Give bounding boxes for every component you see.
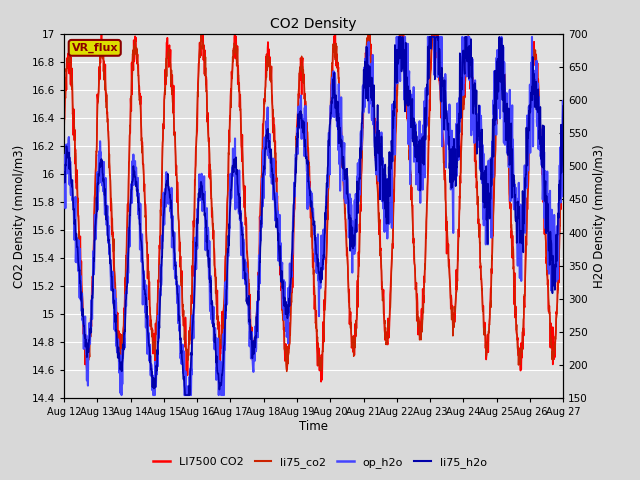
op_h2o	[227, 195, 235, 201]
LI7500 CO2	[559, 122, 567, 128]
LI7500 CO2	[60, 105, 68, 110]
op_h2o	[172, 276, 179, 281]
li75_h2o	[395, 34, 403, 40]
li75_h2o	[60, 176, 68, 182]
Text: VR_flux: VR_flux	[72, 43, 118, 53]
li75_co2	[197, 32, 205, 38]
op_h2o	[391, 84, 399, 90]
LI7500 CO2	[172, 144, 179, 150]
li75_co2	[392, 154, 399, 159]
li75_h2o	[500, 79, 508, 85]
li75_h2o	[159, 227, 166, 232]
Y-axis label: CO2 Density (mmol/m3): CO2 Density (mmol/m3)	[13, 144, 26, 288]
li75_co2	[227, 105, 235, 110]
Y-axis label: H2O Density (mmol/m3): H2O Density (mmol/m3)	[593, 144, 606, 288]
li75_co2	[559, 117, 567, 123]
li75_h2o	[457, 110, 465, 116]
LI7500 CO2	[317, 379, 325, 384]
Line: op_h2o: op_h2o	[64, 37, 563, 395]
op_h2o	[559, 109, 567, 115]
li75_co2	[171, 132, 179, 138]
LI7500 CO2	[227, 89, 235, 95]
li75_h2o	[181, 392, 189, 398]
li75_co2	[60, 136, 68, 142]
LI7500 CO2	[98, 32, 106, 38]
Title: CO2 Density: CO2 Density	[270, 17, 357, 31]
op_h2o	[457, 115, 465, 120]
li75_h2o	[559, 103, 567, 109]
Line: li75_h2o: li75_h2o	[64, 37, 563, 395]
LI7500 CO2	[500, 102, 508, 108]
Line: li75_co2: li75_co2	[64, 35, 563, 372]
LI7500 CO2	[392, 151, 399, 157]
li75_h2o	[391, 42, 399, 48]
LI7500 CO2	[159, 121, 167, 127]
op_h2o	[159, 223, 167, 228]
op_h2o	[60, 153, 68, 158]
Legend: LI7500 CO2, li75_co2, op_h2o, li75_h2o: LI7500 CO2, li75_co2, op_h2o, li75_h2o	[148, 452, 492, 472]
op_h2o	[393, 34, 401, 40]
li75_h2o	[227, 187, 235, 193]
op_h2o	[500, 89, 508, 95]
li75_h2o	[171, 262, 179, 267]
LI7500 CO2	[457, 180, 465, 186]
Line: LI7500 CO2: LI7500 CO2	[64, 35, 563, 382]
li75_co2	[457, 170, 465, 176]
li75_co2	[500, 83, 508, 89]
X-axis label: Time: Time	[299, 420, 328, 433]
li75_co2	[159, 137, 166, 143]
op_h2o	[118, 392, 125, 398]
li75_co2	[283, 369, 291, 374]
